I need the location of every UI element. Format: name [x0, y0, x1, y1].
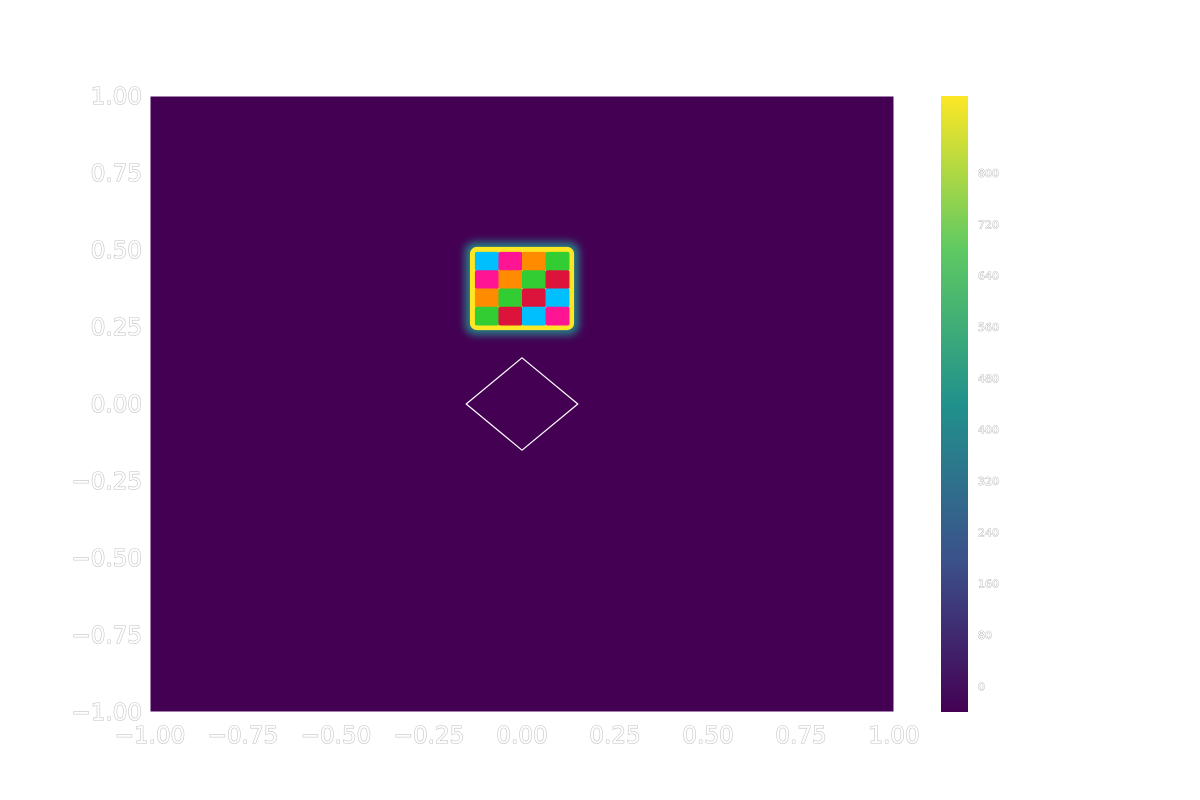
checker-cell	[545, 270, 570, 289]
y-tick-label: 0.25	[91, 315, 142, 341]
colorbar-tick-label: 640	[978, 270, 999, 283]
colorbar-tick-label: 0	[978, 680, 985, 693]
checker-cell	[522, 270, 546, 289]
checker-cell	[522, 288, 546, 308]
x-axis: −1.00 −0.75 −0.50 −0.25 0.00 0.25 0.50 0.75 1.00	[114, 712, 920, 750]
x-tick-label: 1.00	[868, 723, 919, 749]
y-tick-label: −1.00	[72, 700, 142, 726]
colorbar-tick-label: 320	[978, 475, 999, 488]
colorbar	[941, 96, 968, 712]
colorbar-tick-label: 80	[978, 629, 992, 642]
colorbar-tick-label: 400	[978, 424, 999, 437]
colorbar-tick-label: 720	[978, 218, 999, 231]
diamond-outline	[465, 357, 579, 451]
y-tick-label: −0.50	[72, 546, 142, 572]
colorbar-tick-label: 240	[978, 526, 999, 539]
y-tick-label: 0.75	[91, 161, 142, 187]
x-tick-label: 0.50	[682, 723, 733, 749]
colorbar-tick-label: 800	[978, 167, 999, 180]
plot-background	[150, 96, 894, 712]
colorbar-axis: 0 80 160 240 320 400 480 560 640 720 800	[968, 167, 999, 694]
checker-cell	[498, 251, 523, 271]
y-tick-label: 1.00	[91, 84, 142, 110]
checker-cell	[474, 270, 499, 289]
checker-cell	[474, 306, 499, 326]
checker-cell	[498, 288, 523, 308]
checker-cell	[522, 306, 546, 326]
checker-cell	[545, 251, 570, 271]
x-tick-label: 0.00	[496, 723, 547, 749]
y-axis: 1.00 0.75 0.50 0.25 0.00 −0.25 −0.50 −0.75 −1.00	[71, 83, 150, 727]
checker-cell	[498, 306, 523, 326]
checker-cell	[522, 251, 546, 271]
checker-cell	[474, 288, 499, 308]
colorbar-tick-label: 560	[978, 321, 999, 334]
y-tick-label: 0.00	[91, 392, 142, 418]
checker-cell	[498, 270, 523, 289]
y-tick-label: 0.50	[91, 238, 142, 264]
checker-cell	[474, 251, 499, 271]
checker-cell	[545, 306, 570, 326]
x-tick-label: −0.50	[301, 723, 371, 749]
x-tick-label: −1.00	[115, 723, 185, 749]
y-tick-label: −0.75	[72, 623, 142, 649]
colorbar-tick-label: 480	[978, 372, 999, 385]
heat-layer	[464, 241, 580, 451]
x-tick-label: 0.25	[589, 723, 640, 749]
colorbar-tick-label: 160	[978, 578, 999, 591]
checker-cell	[545, 288, 570, 308]
y-tick-label: −0.25	[72, 469, 142, 495]
x-tick-label: −0.75	[208, 723, 278, 749]
x-tick-label: 0.75	[775, 723, 826, 749]
x-tick-label: −0.25	[394, 723, 464, 749]
